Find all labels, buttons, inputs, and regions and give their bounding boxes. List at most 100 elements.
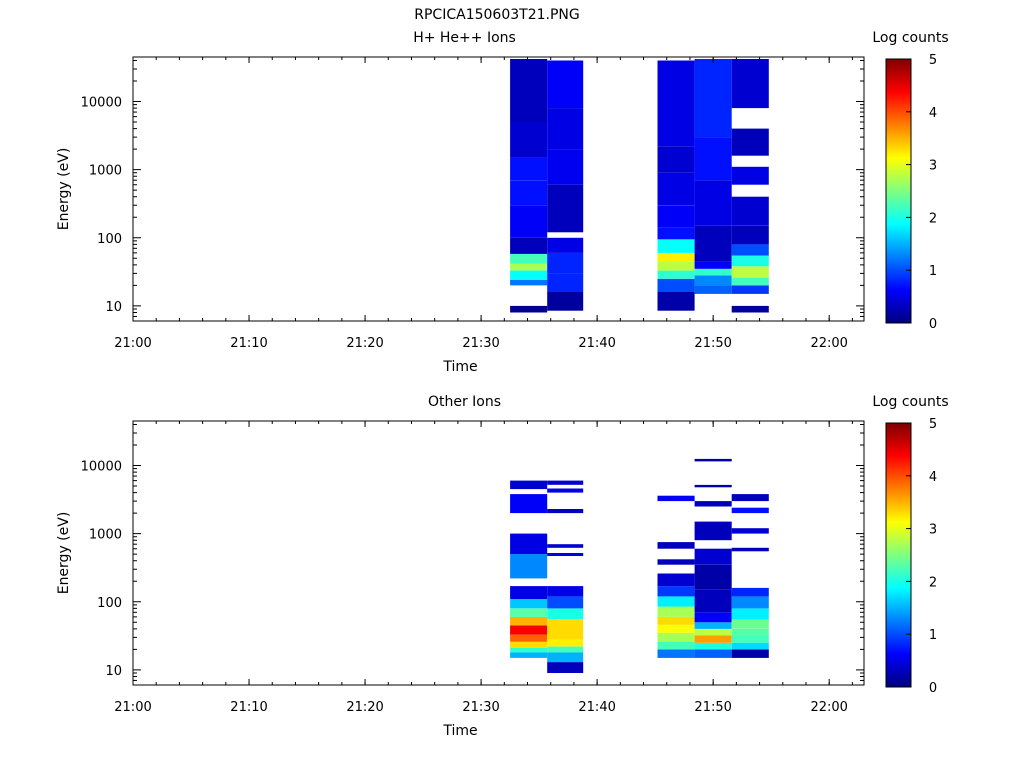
colorbar-tick-label: 3 [929, 523, 937, 538]
heatmap-cell [510, 157, 548, 181]
heatmap-cell [657, 270, 695, 279]
heatmap-cell [510, 280, 548, 286]
x-axis-label: Time [442, 359, 477, 375]
heatmap-cell [694, 458, 732, 462]
heatmap-cell [510, 270, 548, 280]
heatmap-cell [694, 268, 732, 276]
y-axis-label: Energy (eV) [56, 148, 72, 231]
panel-1: H+ He++ Ions 21:00 21:10 21:20 21:30 21:40 21:… [56, 30, 949, 375]
heatmap-cell [694, 628, 732, 636]
colorbar-tick-label: 3 [929, 159, 937, 174]
heatmap-cell [657, 632, 695, 642]
heatmap-cell [731, 547, 769, 552]
heatmap-cell [731, 649, 769, 658]
y-tick-label: 10 [105, 300, 122, 315]
heatmap-cell [657, 495, 695, 502]
x-tick-label: 21:30 [462, 700, 499, 715]
x-tick-label: 21:20 [346, 336, 383, 351]
colorbar-label: Log counts [872, 394, 948, 410]
heatmap [510, 458, 769, 673]
heatmap-cell [731, 285, 769, 294]
heatmap-cell [510, 59, 548, 122]
y-tick-label: 10000 [81, 96, 122, 111]
heatmap-cell [547, 108, 584, 150]
heatmap-cell [657, 252, 695, 262]
heatmap-cell [510, 598, 548, 609]
heatmap-cell [547, 273, 584, 292]
heatmap-cell [731, 244, 769, 256]
heatmap-cell [547, 618, 584, 632]
colorbar-tick-label: 2 [929, 211, 937, 226]
colorbar: 0 1 2 3 4 5 Log counts [872, 30, 948, 332]
heatmap-cell [547, 608, 584, 619]
heatmap-cell [547, 509, 584, 514]
x-tick-label: 21:20 [346, 700, 383, 715]
heatmap-cell [510, 253, 548, 264]
heatmap-cell [731, 528, 769, 534]
heatmap-cell [731, 266, 769, 278]
heatmap-cell [694, 225, 732, 262]
plot-frame [132, 420, 865, 686]
heatmap-cell [694, 521, 732, 541]
y-tick-label: 100 [97, 232, 122, 247]
heatmap-cell [657, 624, 695, 633]
heatmap-cell [657, 596, 695, 607]
colorbar-tick-label: 0 [929, 317, 937, 332]
heatmap-cell [510, 237, 548, 254]
colorbar-tick-label: 2 [929, 575, 937, 590]
heatmap-cell [694, 635, 732, 643]
heatmap-cell [694, 589, 732, 613]
heatmap-cell [510, 554, 548, 579]
heatmap-cell [547, 544, 584, 548]
heatmap-cell [694, 501, 732, 507]
colorbar: 0 1 2 3 4 5 Log counts [872, 394, 948, 696]
heatmap-cell [510, 608, 548, 617]
heatmap-cell [510, 180, 548, 206]
heatmap-cell [657, 649, 695, 658]
colorbar-tick-label: 1 [929, 628, 937, 643]
heatmap-cell [731, 305, 769, 313]
x-tick-label: 21:30 [462, 336, 499, 351]
x-tick-label: 21:40 [578, 700, 615, 715]
heatmap-cell [694, 622, 732, 629]
x-tick-label: 21:40 [578, 336, 615, 351]
heatmap-cell [547, 596, 584, 609]
heatmap-cell [694, 261, 732, 269]
heatmap-cell [510, 263, 548, 271]
heatmap-cell [731, 494, 769, 502]
colorbar-tick-label: 0 [929, 681, 937, 696]
heatmap-cell [731, 225, 769, 245]
heatmap-cell [731, 507, 769, 514]
heatmap-cell [694, 642, 732, 650]
y-tick-label: 1000 [89, 164, 122, 179]
heatmap-cell [547, 646, 584, 653]
heatmap-cell [547, 149, 584, 185]
heatmap-cell [510, 586, 548, 599]
heatmap-cell [510, 305, 548, 313]
heatmap-cell [694, 275, 732, 286]
heatmap-cell [510, 641, 548, 648]
heatmap-cell [547, 586, 584, 597]
heatmap-cell [731, 608, 769, 620]
heatmap-cell [731, 59, 769, 109]
heatmap-cell [731, 635, 769, 643]
heatmap-cell [731, 628, 769, 636]
heatmap-cell [657, 292, 695, 311]
y-tick-label: 100 [97, 596, 122, 611]
panel-title: H+ He++ Ions [413, 30, 516, 46]
heatmap-cell [547, 652, 584, 663]
heatmap-cell [657, 261, 695, 271]
heatmap-cell [510, 634, 548, 642]
heatmap-cell [657, 60, 695, 147]
heatmap-cell [547, 632, 584, 640]
heatmap-cell [547, 662, 584, 673]
heatmap-cell [657, 172, 695, 206]
heatmap-cell [694, 612, 732, 623]
heatmap-cell [657, 542, 695, 549]
x-tick-label: 21:10 [230, 336, 267, 351]
heatmap-cell [547, 553, 584, 556]
heatmap-cell [547, 60, 584, 109]
heatmap-cell [694, 649, 732, 658]
heatmap-cell [657, 278, 695, 292]
